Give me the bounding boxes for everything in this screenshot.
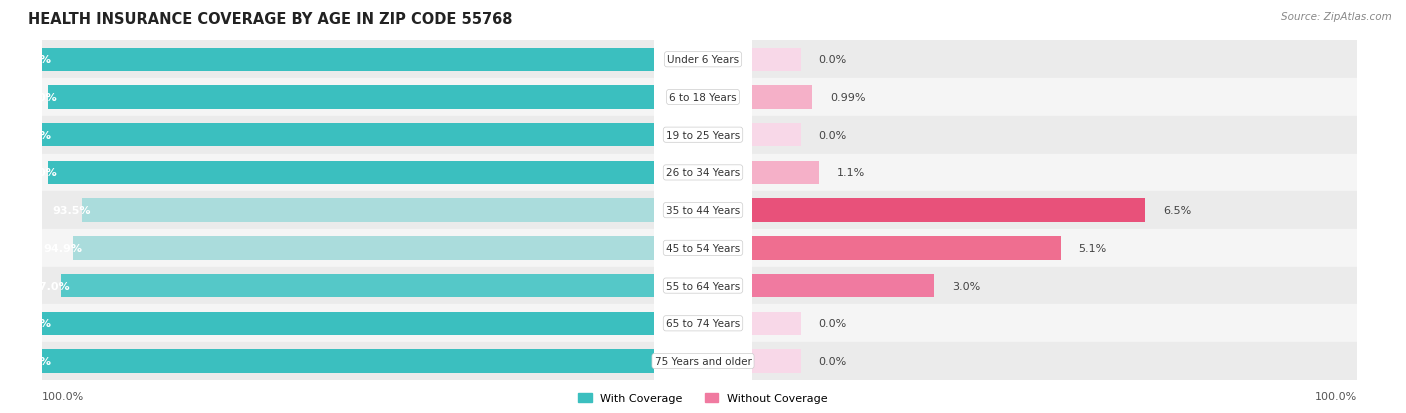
Bar	[42, 312, 654, 335]
Bar	[42, 124, 654, 147]
Text: 99.0%: 99.0%	[18, 168, 58, 178]
Bar	[752, 41, 1357, 79]
Text: 5.1%: 5.1%	[1078, 243, 1107, 253]
Text: 99.0%: 99.0%	[18, 93, 58, 103]
Text: 100.0%: 100.0%	[6, 356, 52, 366]
Bar	[73, 237, 654, 260]
Text: 100.0%: 100.0%	[6, 55, 52, 65]
Text: 100.0%: 100.0%	[6, 318, 52, 328]
Text: 0.0%: 0.0%	[818, 131, 846, 140]
Text: 3.0%: 3.0%	[952, 281, 980, 291]
Text: 0.0%: 0.0%	[818, 356, 846, 366]
Text: 1.1%: 1.1%	[837, 168, 865, 178]
Bar	[752, 349, 800, 373]
Bar	[752, 192, 1357, 230]
Bar	[48, 86, 654, 109]
Text: 55 to 64 Years: 55 to 64 Years	[666, 281, 740, 291]
Bar	[752, 154, 1357, 192]
Bar	[42, 230, 654, 267]
Text: 94.9%: 94.9%	[44, 243, 83, 253]
Text: 97.0%: 97.0%	[31, 281, 70, 291]
Text: Under 6 Years: Under 6 Years	[666, 55, 740, 65]
Text: 100.0%: 100.0%	[42, 392, 84, 401]
Bar	[42, 41, 654, 79]
Bar	[752, 124, 800, 147]
Text: 75 Years and older: 75 Years and older	[655, 356, 751, 366]
Text: 19 to 25 Years: 19 to 25 Years	[666, 131, 740, 140]
Text: Source: ZipAtlas.com: Source: ZipAtlas.com	[1281, 12, 1392, 22]
Text: 26 to 34 Years: 26 to 34 Years	[666, 168, 740, 178]
Bar	[82, 199, 654, 222]
Bar	[752, 237, 1060, 260]
Bar	[42, 48, 654, 72]
Bar	[60, 274, 654, 297]
Bar	[42, 342, 654, 380]
Bar	[42, 305, 654, 342]
Text: 6 to 18 Years: 6 to 18 Years	[669, 93, 737, 103]
Bar	[752, 86, 813, 109]
Text: 0.99%: 0.99%	[830, 93, 866, 103]
Bar	[42, 116, 654, 154]
Text: 100.0%: 100.0%	[1315, 392, 1357, 401]
Bar	[42, 154, 654, 192]
Text: 0.0%: 0.0%	[818, 318, 846, 328]
Bar	[42, 79, 654, 116]
Bar	[752, 199, 1146, 222]
Bar	[752, 305, 1357, 342]
Bar	[42, 349, 654, 373]
Text: 93.5%: 93.5%	[52, 206, 91, 216]
Bar	[752, 230, 1357, 267]
Text: 35 to 44 Years: 35 to 44 Years	[666, 206, 740, 216]
Bar	[48, 161, 654, 185]
Text: 45 to 54 Years: 45 to 54 Years	[666, 243, 740, 253]
Bar	[752, 274, 934, 297]
Bar	[752, 342, 1357, 380]
Text: 6.5%: 6.5%	[1163, 206, 1191, 216]
Text: HEALTH INSURANCE COVERAGE BY AGE IN ZIP CODE 55768: HEALTH INSURANCE COVERAGE BY AGE IN ZIP …	[28, 12, 513, 27]
Bar	[42, 192, 654, 230]
Bar	[752, 79, 1357, 116]
Bar	[752, 48, 800, 72]
Bar	[42, 267, 654, 305]
Bar	[752, 161, 818, 185]
Text: 0.0%: 0.0%	[818, 55, 846, 65]
Text: 100.0%: 100.0%	[6, 131, 52, 140]
Bar	[752, 312, 800, 335]
Bar	[752, 116, 1357, 154]
Bar	[752, 267, 1357, 305]
Legend: With Coverage, Without Coverage: With Coverage, Without Coverage	[574, 388, 832, 408]
Text: 65 to 74 Years: 65 to 74 Years	[666, 318, 740, 328]
